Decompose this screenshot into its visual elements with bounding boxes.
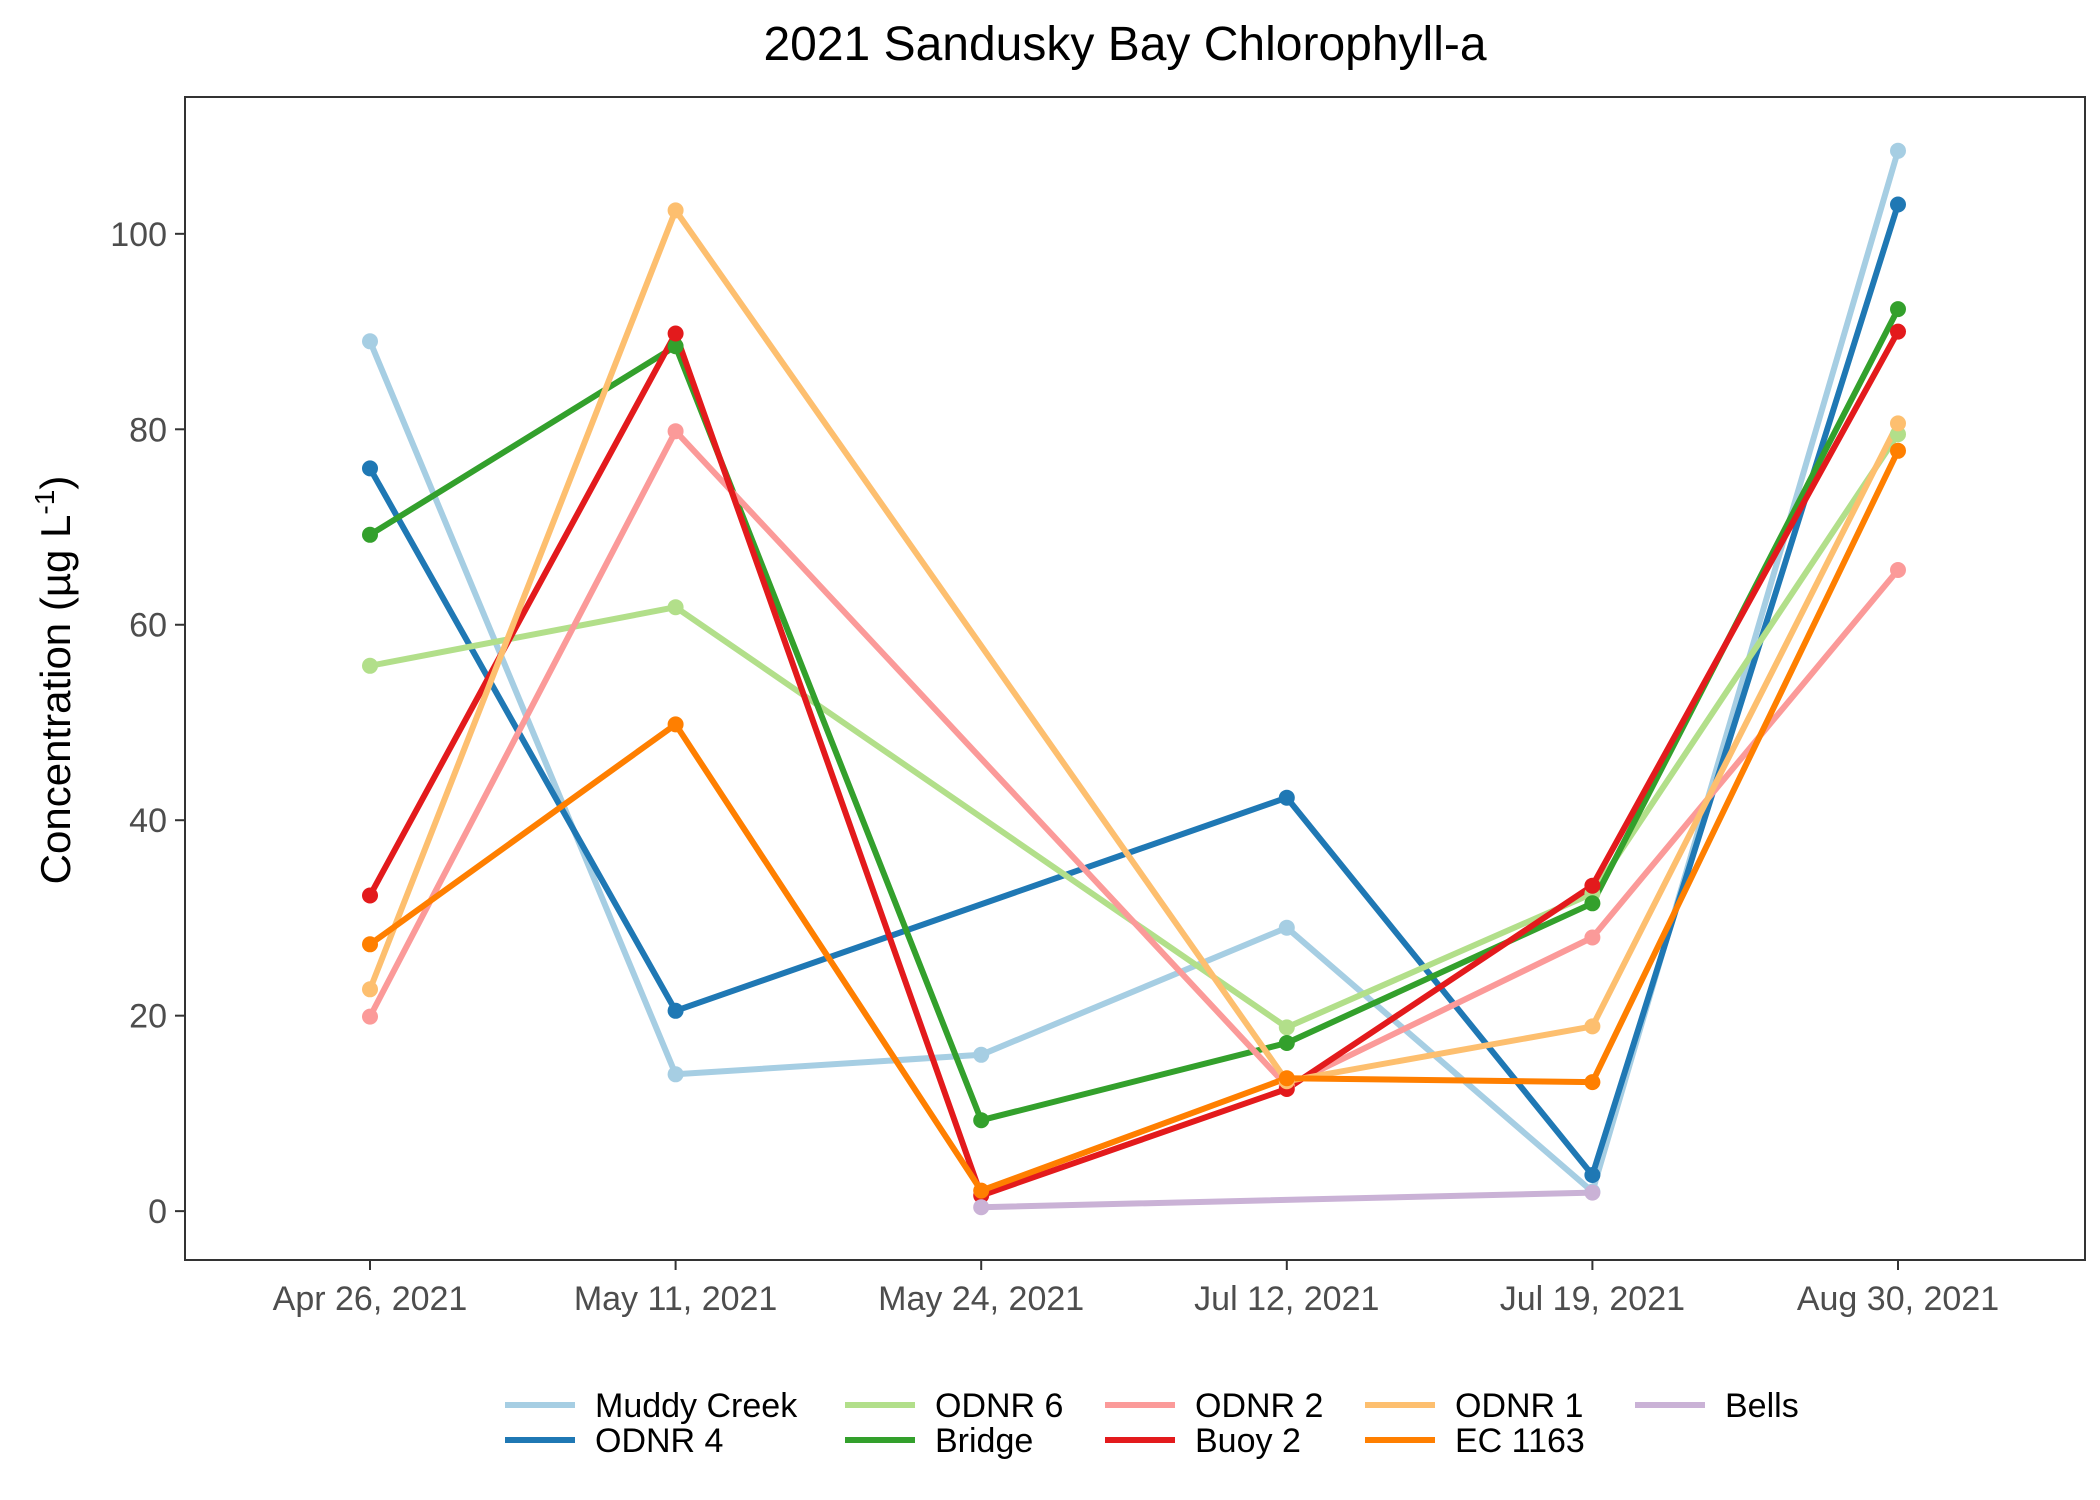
legend-label: Bridge xyxy=(935,1422,1033,1460)
data-point xyxy=(362,887,378,904)
x-axis: Apr 26, 2021 May 11, 2021 May 24, 2021 Jul … xyxy=(273,1260,1999,1318)
data-point xyxy=(1890,442,1906,459)
data-point xyxy=(1278,919,1295,936)
series-line-5 xyxy=(367,328,1901,1199)
x-tick-label: Apr 26, 2021 xyxy=(273,1280,468,1318)
legend-label: ODNR 4 xyxy=(595,1422,723,1460)
data-point xyxy=(973,1199,990,1216)
chart-title: 2021 Sandusky Bay Chlorophyll-a xyxy=(763,18,1486,71)
y-axis-title: Concentration (µg L-1) xyxy=(29,476,79,885)
data-point xyxy=(667,1066,684,1083)
data-point xyxy=(1890,196,1906,213)
data-point xyxy=(1278,789,1295,806)
data-point xyxy=(1890,562,1906,578)
data-point xyxy=(362,981,378,998)
data-point xyxy=(973,1046,990,1063)
legend-label: ODNR 6 xyxy=(935,1387,1063,1425)
series-line-8 xyxy=(978,1189,1596,1211)
legend-label: Bells xyxy=(1725,1387,1799,1425)
x-tick-label: Jul 19, 2021 xyxy=(1500,1280,1685,1318)
data-point xyxy=(667,202,684,219)
legend-label: Muddy Creek xyxy=(595,1387,798,1425)
y-tick-label: 0 xyxy=(148,1193,167,1231)
data-point xyxy=(1584,1018,1601,1035)
y-tick-label: 100 xyxy=(110,216,167,254)
series-points xyxy=(362,142,1906,1216)
data-point xyxy=(973,1182,990,1199)
y-tick-label: 40 xyxy=(129,802,167,840)
data-point xyxy=(973,1112,990,1129)
data-point xyxy=(362,1008,378,1025)
data-point xyxy=(667,423,684,440)
series-line-3 xyxy=(367,306,1901,1124)
x-tick-label: May 11, 2021 xyxy=(574,1280,778,1318)
plot-panel xyxy=(184,96,2086,1261)
data-point xyxy=(1890,323,1906,340)
y-axis: 0 20 40 60 80 100 xyxy=(110,216,185,1231)
data-point xyxy=(1278,1019,1295,1036)
y-tick-label: 80 xyxy=(129,411,167,449)
y-tick-label: 20 xyxy=(129,998,167,1036)
x-tick-label: Jul 12, 2021 xyxy=(1194,1280,1379,1318)
data-point xyxy=(667,338,684,355)
data-point xyxy=(1584,877,1601,894)
series-line-7 xyxy=(367,447,1901,1194)
data-point xyxy=(362,460,378,477)
data-point xyxy=(1584,1184,1601,1201)
data-point xyxy=(362,657,378,674)
data-point xyxy=(667,325,684,342)
legend-label: EC 1163 xyxy=(1455,1422,1585,1460)
data-point xyxy=(667,599,684,616)
data-point xyxy=(1584,895,1601,912)
y-tick-label: 60 xyxy=(129,607,167,645)
x-tick-label: May 24, 2021 xyxy=(878,1280,1084,1318)
legend-label: Buoy 2 xyxy=(1195,1422,1301,1460)
data-point xyxy=(362,526,378,543)
data-point xyxy=(1278,1035,1295,1051)
data-point xyxy=(1278,1070,1295,1087)
data-point xyxy=(1890,415,1906,432)
data-point xyxy=(362,333,378,350)
data-point xyxy=(1890,301,1906,318)
data-point xyxy=(362,936,378,953)
data-point xyxy=(1890,142,1906,159)
data-point xyxy=(667,716,684,733)
legend-label: ODNR 2 xyxy=(1195,1387,1323,1425)
data-point xyxy=(1584,929,1601,946)
data-point xyxy=(1584,1074,1601,1091)
data-point xyxy=(1584,1167,1601,1183)
x-tick-label: Aug 30, 2021 xyxy=(1797,1280,1999,1318)
data-point xyxy=(667,1002,684,1019)
legend-label: ODNR 1 xyxy=(1455,1387,1583,1425)
